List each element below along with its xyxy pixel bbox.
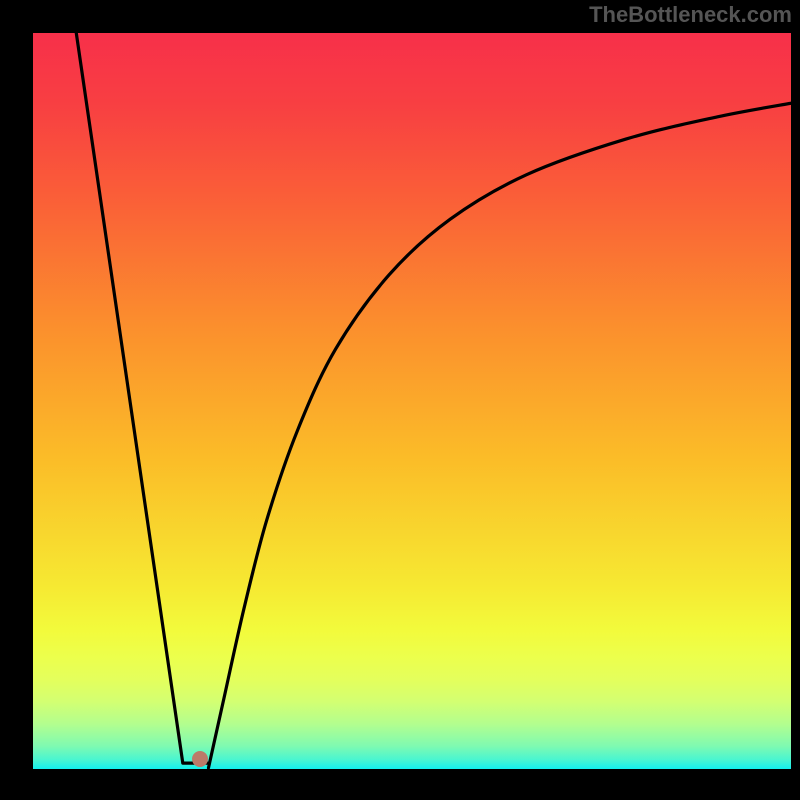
chart-plot-area [30,30,794,772]
chart-container: TheBottleneck.com [0,0,800,800]
minimum-marker [192,751,208,767]
bottleneck-curve [30,30,794,772]
watermark-label: TheBottleneck.com [589,2,792,28]
